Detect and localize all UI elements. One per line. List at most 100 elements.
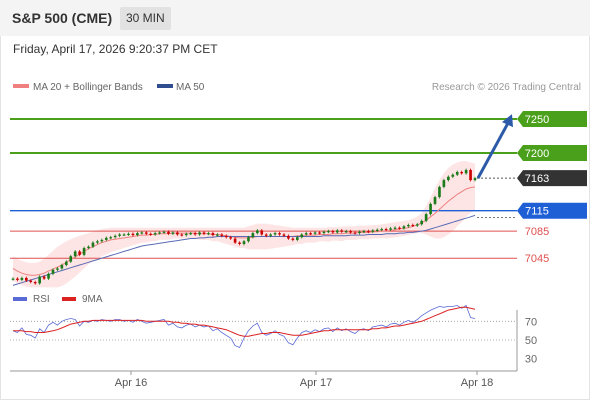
candle-body (264, 234, 268, 236)
candle (344, 229, 348, 234)
candle (469, 168, 472, 182)
current-price-tag (517, 170, 587, 187)
candle (127, 232, 130, 236)
candle (158, 231, 161, 235)
candle-body (193, 233, 197, 235)
candle-body (233, 238, 237, 243)
candle-body (464, 169, 468, 174)
candle (473, 176, 477, 182)
candle (375, 228, 379, 232)
candle-body (375, 229, 379, 231)
candle (304, 231, 308, 236)
candle (216, 233, 219, 237)
rsi-legend: RSI 9MA (13, 294, 103, 305)
candle (189, 231, 193, 236)
candle-body (82, 248, 86, 255)
candle-body (153, 233, 157, 235)
candle-body (25, 277, 28, 281)
candle-body (184, 233, 188, 236)
candle (264, 233, 268, 238)
candle-body (287, 235, 290, 239)
candle (16, 277, 19, 282)
candle-body (380, 229, 384, 231)
candle (193, 231, 197, 236)
candle-body (433, 197, 437, 204)
candle (393, 226, 397, 230)
rsi-ma-line (13, 306, 476, 337)
candle-body (455, 171, 459, 175)
candle (109, 235, 113, 240)
candle (287, 234, 290, 240)
credit-text: Research © 2026 Trading Central (432, 82, 581, 93)
candle (140, 231, 144, 235)
rsi-tick-label: 70 (525, 316, 537, 328)
resistance-label: 7200 (525, 148, 549, 160)
candle (73, 250, 77, 258)
candle-body (340, 230, 344, 232)
candle-body (318, 232, 321, 234)
candle-body (60, 265, 64, 269)
ma20-line (12, 186, 476, 276)
candle-body (362, 231, 366, 233)
candle (211, 231, 215, 237)
rsi-ma-legend-label: 9MA (82, 294, 103, 305)
candle-body (424, 214, 428, 221)
projection-arrow-shaft (476, 122, 510, 179)
resistance-label-tag (517, 144, 587, 161)
support-label: 7045 (525, 253, 549, 265)
candle (291, 237, 295, 242)
candle (269, 233, 272, 238)
candle (25, 276, 28, 282)
candle (122, 233, 126, 236)
candle (362, 229, 366, 234)
candle-body (189, 233, 193, 235)
candle (180, 233, 184, 237)
candle-body (309, 233, 312, 235)
candle-body (273, 233, 277, 235)
candle (91, 241, 95, 249)
candle (256, 229, 259, 235)
candle-body (335, 230, 339, 233)
candle (398, 226, 401, 230)
interval-selector[interactable]: 30 MIN (120, 7, 171, 30)
candle-body (202, 232, 206, 234)
candle (464, 168, 468, 175)
candle-body (91, 242, 95, 247)
x-tick-label: Apr 17 (300, 377, 332, 389)
candle-body (47, 273, 50, 279)
candle-body (269, 234, 272, 236)
candle-body (247, 237, 250, 242)
candle-body (56, 268, 59, 270)
candle-body (358, 231, 361, 234)
candle-body (140, 232, 144, 234)
candle (118, 233, 121, 238)
bollinger-fill (13, 161, 475, 288)
candle-body (51, 269, 55, 274)
candle-body (260, 230, 264, 235)
candle-body (73, 251, 77, 257)
candle (153, 231, 157, 236)
candle (82, 246, 86, 257)
candle-body (229, 237, 232, 239)
rsi-legend-label: RSI (33, 294, 50, 305)
symbol-title: S&P 500 (CME) (12, 10, 113, 26)
candle-body (278, 233, 281, 235)
candle-body (78, 251, 81, 255)
candle-body (384, 229, 388, 231)
candle (327, 229, 330, 234)
candle (282, 233, 286, 238)
candle-body (207, 233, 210, 235)
candle (29, 279, 33, 284)
candle (38, 275, 41, 285)
candle-body (451, 174, 455, 177)
candle (335, 229, 339, 234)
candle (20, 276, 24, 282)
rsi-line (12, 304, 476, 349)
candle-body (198, 232, 201, 235)
candle-body (96, 241, 99, 243)
candle-body (407, 224, 410, 227)
rsi-panel: 70 50 30 (10, 304, 537, 366)
resistance-label-tag (517, 111, 587, 128)
candle-body (127, 233, 130, 235)
